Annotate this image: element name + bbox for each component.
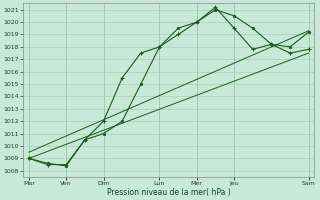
X-axis label: Pression niveau de la mer( hPa ): Pression niveau de la mer( hPa ) — [107, 188, 231, 197]
